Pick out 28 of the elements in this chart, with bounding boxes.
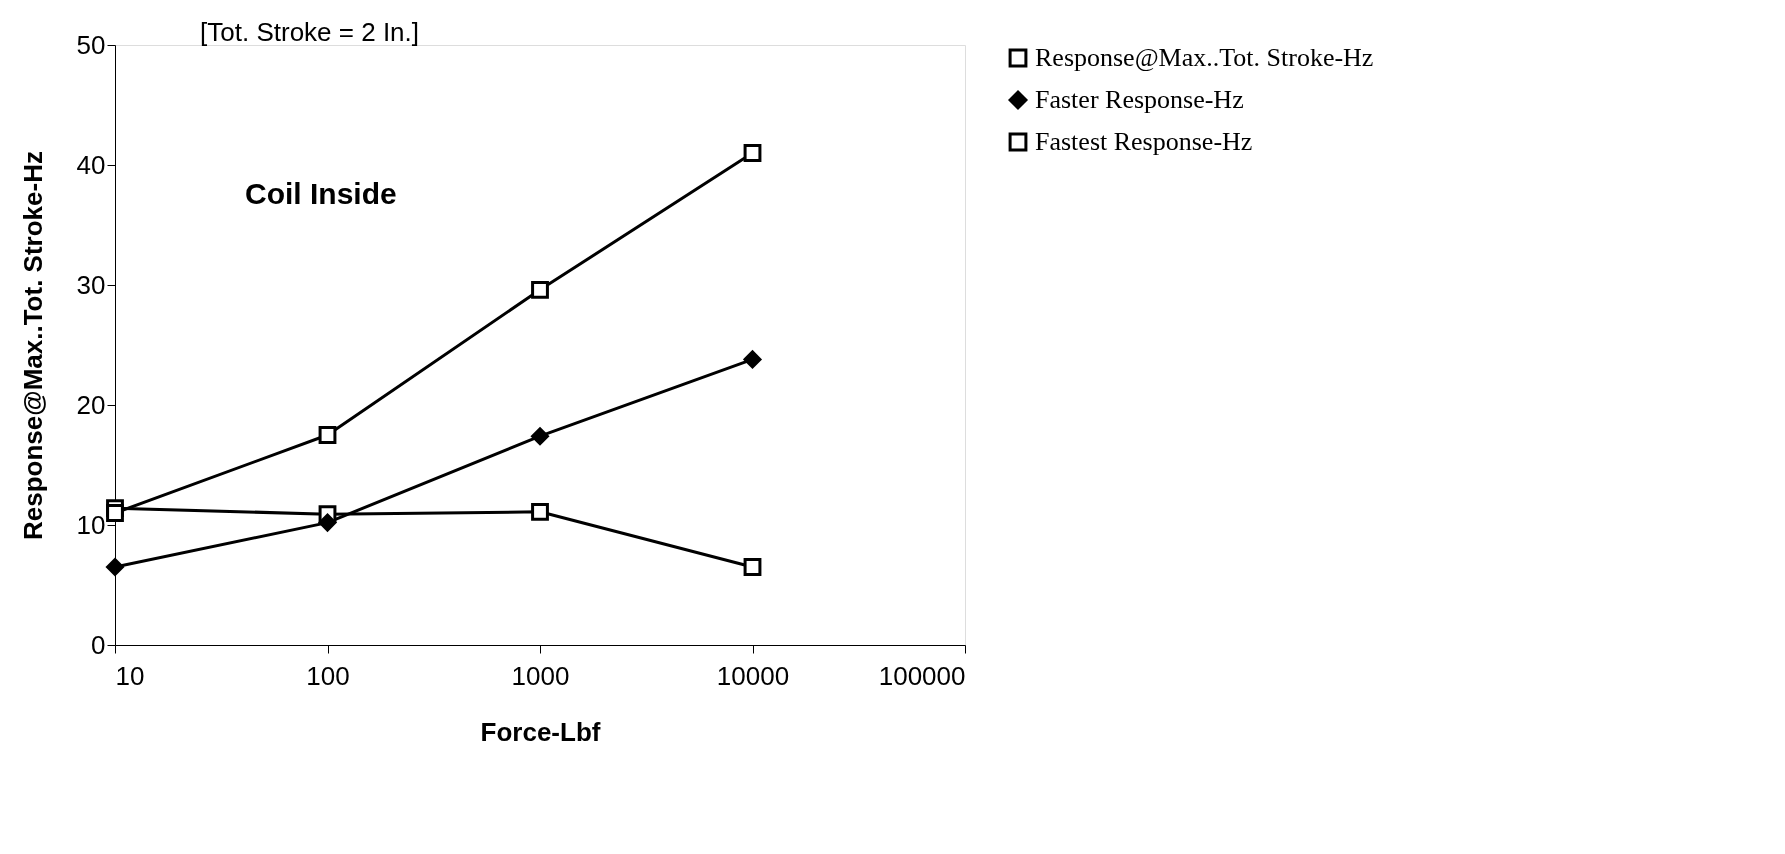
- y-tick-label: 40: [76, 149, 106, 180]
- y-tick-label: 30: [76, 269, 106, 300]
- y-tick-label: 0: [91, 629, 106, 660]
- y-tick-label: 50: [76, 29, 106, 60]
- point: [106, 504, 124, 522]
- x-tick-label: 100: [306, 660, 350, 691]
- annotation: Coil Inside: [245, 177, 397, 210]
- x-tick-label: 10000: [716, 660, 790, 691]
- point: [531, 280, 549, 299]
- y-tick-label: 10: [76, 509, 106, 540]
- x-tick-label: 100000: [878, 660, 966, 691]
- point: [531, 427, 549, 446]
- point: [743, 558, 762, 576]
- y-tick-label: 20: [76, 389, 106, 420]
- point: [318, 513, 337, 532]
- x-axis-title: Force-Lbf: [480, 716, 601, 747]
- y-axis-title: Response@Max..Tot. Stroke-Hz: [17, 151, 48, 540]
- point: [106, 558, 124, 576]
- x-tick-label: 1000: [511, 660, 570, 691]
- point: [531, 502, 549, 521]
- point: [318, 426, 337, 444]
- x-tick-label: 10: [115, 660, 145, 691]
- legend-label: Response@Max..Tot. Stroke-Hz: [1035, 43, 1374, 72]
- legend-label: Faster Response-Hz: [1035, 85, 1244, 114]
- legend-label: Fastest Response-Hz: [1035, 127, 1253, 156]
- chart-title: [Tot. Stroke = 2 In.]: [200, 17, 420, 47]
- point: [743, 350, 762, 369]
- point: [743, 144, 762, 162]
